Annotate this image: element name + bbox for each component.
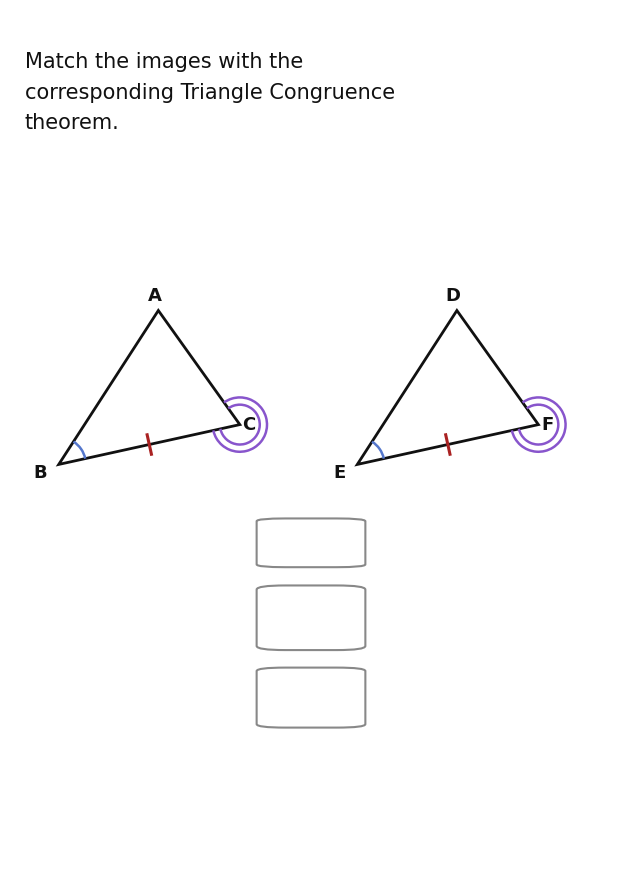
FancyBboxPatch shape <box>257 668 365 727</box>
FancyBboxPatch shape <box>257 519 365 567</box>
Text: E: E <box>333 465 345 482</box>
Text: Match the images with the 
corresponding Triangle Congruence 
theorem.: Match the images with the corresponding … <box>25 52 402 133</box>
Text: C: C <box>242 416 256 433</box>
Text: B: B <box>34 465 47 482</box>
Text: F: F <box>541 416 554 433</box>
FancyBboxPatch shape <box>257 585 365 651</box>
Text: D: D <box>446 287 461 305</box>
Text: A: A <box>148 287 162 305</box>
